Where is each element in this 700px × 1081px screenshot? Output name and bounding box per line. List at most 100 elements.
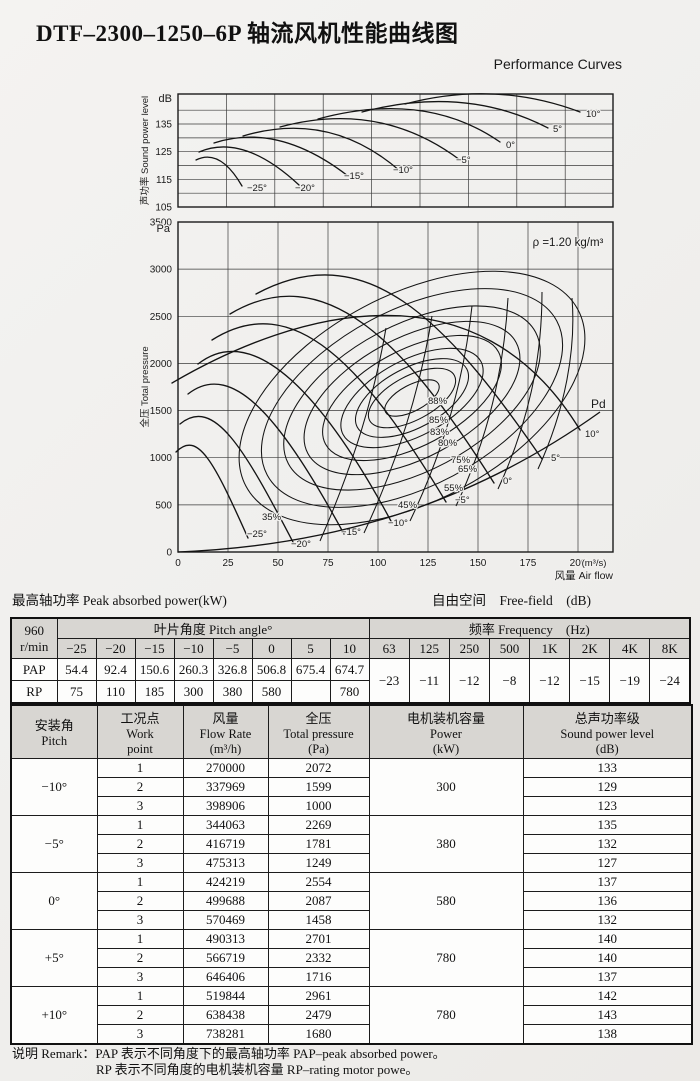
flow-rate-cell: 416719 (182, 834, 269, 854)
x-axis-tick: 100 (370, 558, 387, 569)
y-axis-tick: 2000 (150, 359, 173, 370)
efficiency-label: 83% (430, 427, 450, 438)
remark-line1: 说明 Remark：PAP 表示不同角度下的最高轴功率 PAP–peak abs… (12, 1046, 446, 1061)
pitch-angle-value: −15 (134, 638, 175, 659)
sound-curve (361, 100, 549, 129)
header-line: 风量 (212, 710, 239, 726)
correction-value: −8 (488, 658, 531, 704)
frequency-value: 8K (649, 638, 691, 659)
work-point-cell: 2 (96, 834, 184, 854)
table-row: −5° 1 344063 2269 380 135 (10, 815, 693, 873)
correction-value: −12 (529, 658, 571, 704)
efficiency-contour (260, 288, 564, 508)
pitch-angle-value: −20 (95, 638, 136, 659)
total-pressure-cell: 1458 (267, 910, 370, 930)
table-row: +5° 1 490313 2701 780 140 (10, 929, 693, 987)
pressure-curve (171, 314, 581, 431)
table-row: 3 738281 1680 138 (11, 1024, 693, 1045)
rp-label: RP (10, 680, 58, 704)
pap-value: 54.4 (56, 658, 97, 681)
pap-value: 260.3 (173, 658, 214, 681)
header-line: Work (126, 726, 154, 741)
subtitle-performance-curves: Performance Curves (493, 56, 622, 72)
power-line (409, 305, 473, 522)
pap-value: 506.8 (251, 658, 292, 681)
frequency-value: 500 (488, 638, 531, 659)
efficiency-label: 80% (438, 438, 458, 449)
pitch-cell: −5° (10, 815, 98, 873)
column-header: 总声功率级 Sound power level (dB) (522, 704, 693, 759)
pitch-cell: 0° (10, 872, 98, 930)
column-header: 风量 Flow Rate (m³/h) (182, 704, 269, 759)
power-cell: 780 (368, 986, 524, 1045)
efficiency-contour (283, 305, 541, 491)
frequency-value: 4K (609, 638, 651, 659)
y-axis-tick: 3500 (150, 218, 173, 229)
total-pressure-cell: 1716 (267, 967, 370, 987)
flow-rate-cell: 344063 (182, 815, 269, 835)
flow-rate-cell: 738281 (182, 1024, 269, 1045)
pressure-curve-label: 5° (551, 453, 560, 464)
flow-rate-cell: 570469 (182, 910, 269, 930)
table-row: −25 −20 −15 −10 −5 0 5 10 63 125 250 500 1K 2K 4K 8K (11, 638, 691, 659)
pressure-curve-label: −5° (455, 495, 470, 506)
y-axis-tick: 105 (155, 203, 172, 214)
efficiency-contour (303, 320, 521, 476)
work-point-cell: 3 (96, 853, 184, 873)
efficiency-label: 65% (458, 464, 478, 475)
free-field-label: 自由空间 Free-field (dB) (432, 593, 591, 608)
work-point-cell: 3 (96, 910, 184, 930)
sound-power-cell: 137 (522, 872, 693, 892)
total-pressure-cell: 1000 (267, 796, 370, 816)
remark-line2: RP 表示不同角度的电机装机容量 RP–rating motor powe。 (96, 1062, 419, 1077)
performance-charts: 135 125 115 105 dB 声功率 Sound power level −25° −… (138, 92, 615, 584)
frequency-value: 250 (448, 638, 490, 659)
table-row: PAP 54.4 92.4 150.6 260.3 326.8 506.8 675.4 674.… (10, 658, 691, 704)
rp-value: 300 (173, 680, 214, 704)
table-row: 2 499688 2087 136 (11, 891, 693, 911)
pressure-curve (187, 383, 345, 535)
density-annotation: ρ =1.20 kg/m³ (533, 237, 604, 249)
frequency-value: 125 (408, 638, 450, 659)
total-pressure-cell: 2332 (267, 948, 370, 968)
correction-value: −11 (408, 658, 450, 704)
sound-power-cell: 127 (522, 853, 693, 873)
x-axis-label: 风量 Air flow (555, 570, 614, 582)
flow-rate-cell: 270000 (182, 758, 269, 778)
frequency-value: 63 (368, 638, 410, 659)
sound-power-cell: 132 (522, 910, 693, 930)
pitch-power-frequency-table: 960 r/min 叶片角度 Pitch angle° 频率 Frequency (H… (10, 617, 691, 704)
rpm-value: 960 (24, 622, 45, 638)
pap-value: 326.8 (212, 658, 253, 681)
x-axis-unit: (m³/s) (582, 558, 607, 569)
pressure-curve-label: −25° (247, 529, 267, 540)
y-axis-unit: Pa (157, 223, 171, 235)
pressure-curve (179, 415, 295, 545)
work-point-cell: 3 (96, 1024, 184, 1045)
sound-power-cell: 136 (522, 891, 693, 911)
work-point-cell: 3 (96, 796, 184, 816)
total-pressure-cell: 2072 (267, 758, 370, 778)
table-row: 3 475313 1249 127 (11, 853, 693, 873)
column-header: 工况点 Work point (96, 704, 184, 759)
x-axis-tick: 125 (420, 558, 437, 569)
work-point-cell: 1 (96, 986, 184, 1006)
work-point-cell: 2 (96, 891, 184, 911)
pressure-curve-label: 10° (585, 429, 600, 440)
efficiency-label: 35% (262, 512, 282, 523)
sound-curve (198, 146, 300, 186)
pap-value: 150.6 (134, 658, 175, 681)
efficiency-contour (367, 367, 457, 429)
power-line (537, 297, 574, 470)
pitch-angle-value: −5 (212, 638, 253, 659)
flow-rate-cell: 646406 (182, 967, 269, 987)
pressure-curve (211, 323, 447, 503)
pressure-curve (175, 444, 249, 539)
header-line: (m³/h) (209, 741, 242, 756)
pressure-curve-label: −15° (341, 527, 361, 538)
flow-rate-cell: 398906 (182, 796, 269, 816)
sound-power-cell: 129 (522, 777, 693, 797)
table-row: 3 398906 1000 123 (11, 796, 693, 816)
power-line (455, 297, 509, 507)
y-axis-label: 全压 Total pressure (139, 346, 151, 427)
